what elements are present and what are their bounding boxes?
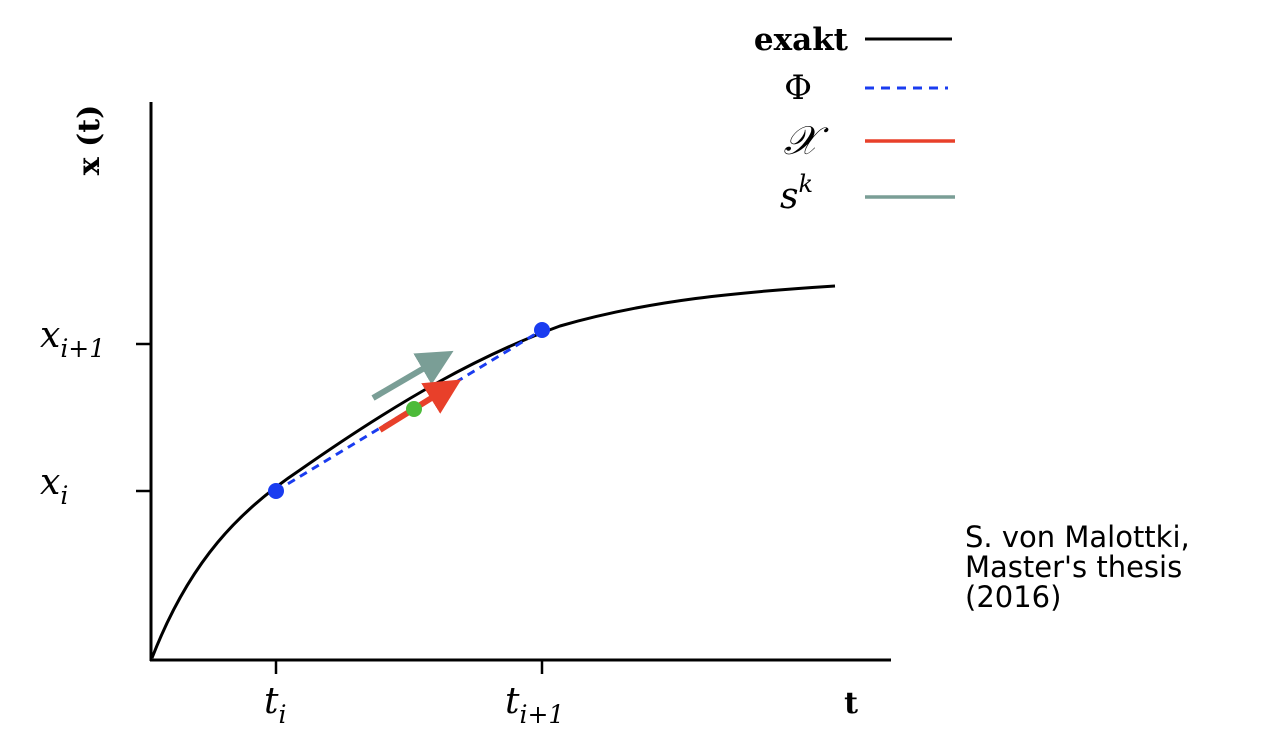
legend-label-chi: 𝒳: [784, 118, 830, 164]
credit-line-author: S. von Malottki,: [965, 520, 1190, 554]
start-point: [268, 483, 284, 499]
y-axis-label: x (t): [72, 105, 107, 176]
sk-arrow: [371, 350, 454, 401]
midpoint: [406, 401, 422, 417]
y-tick-label-xi1: xi+1: [40, 315, 105, 363]
credit-text: S. von Malottki, Master's thesis (2016): [965, 522, 1190, 612]
credit-line-year: (2016): [965, 580, 1062, 614]
exact-curve: [150, 284, 836, 659]
x-tick-label-ti: ti: [264, 681, 286, 729]
legend-label-sk: sk: [780, 170, 813, 217]
legend-label-phi: Φ: [784, 68, 812, 108]
legend-label-exakt: exakt: [754, 22, 849, 58]
x-axis-label: t: [844, 686, 858, 721]
credit-line-thesis: Master's thesis: [965, 550, 1183, 584]
x-tick-label-ti1: ti+1: [505, 681, 564, 729]
y-tick-label-xi: xi: [40, 462, 68, 510]
legend: exakt Φ 𝒳 sk: [754, 22, 955, 217]
end-point: [534, 322, 550, 338]
